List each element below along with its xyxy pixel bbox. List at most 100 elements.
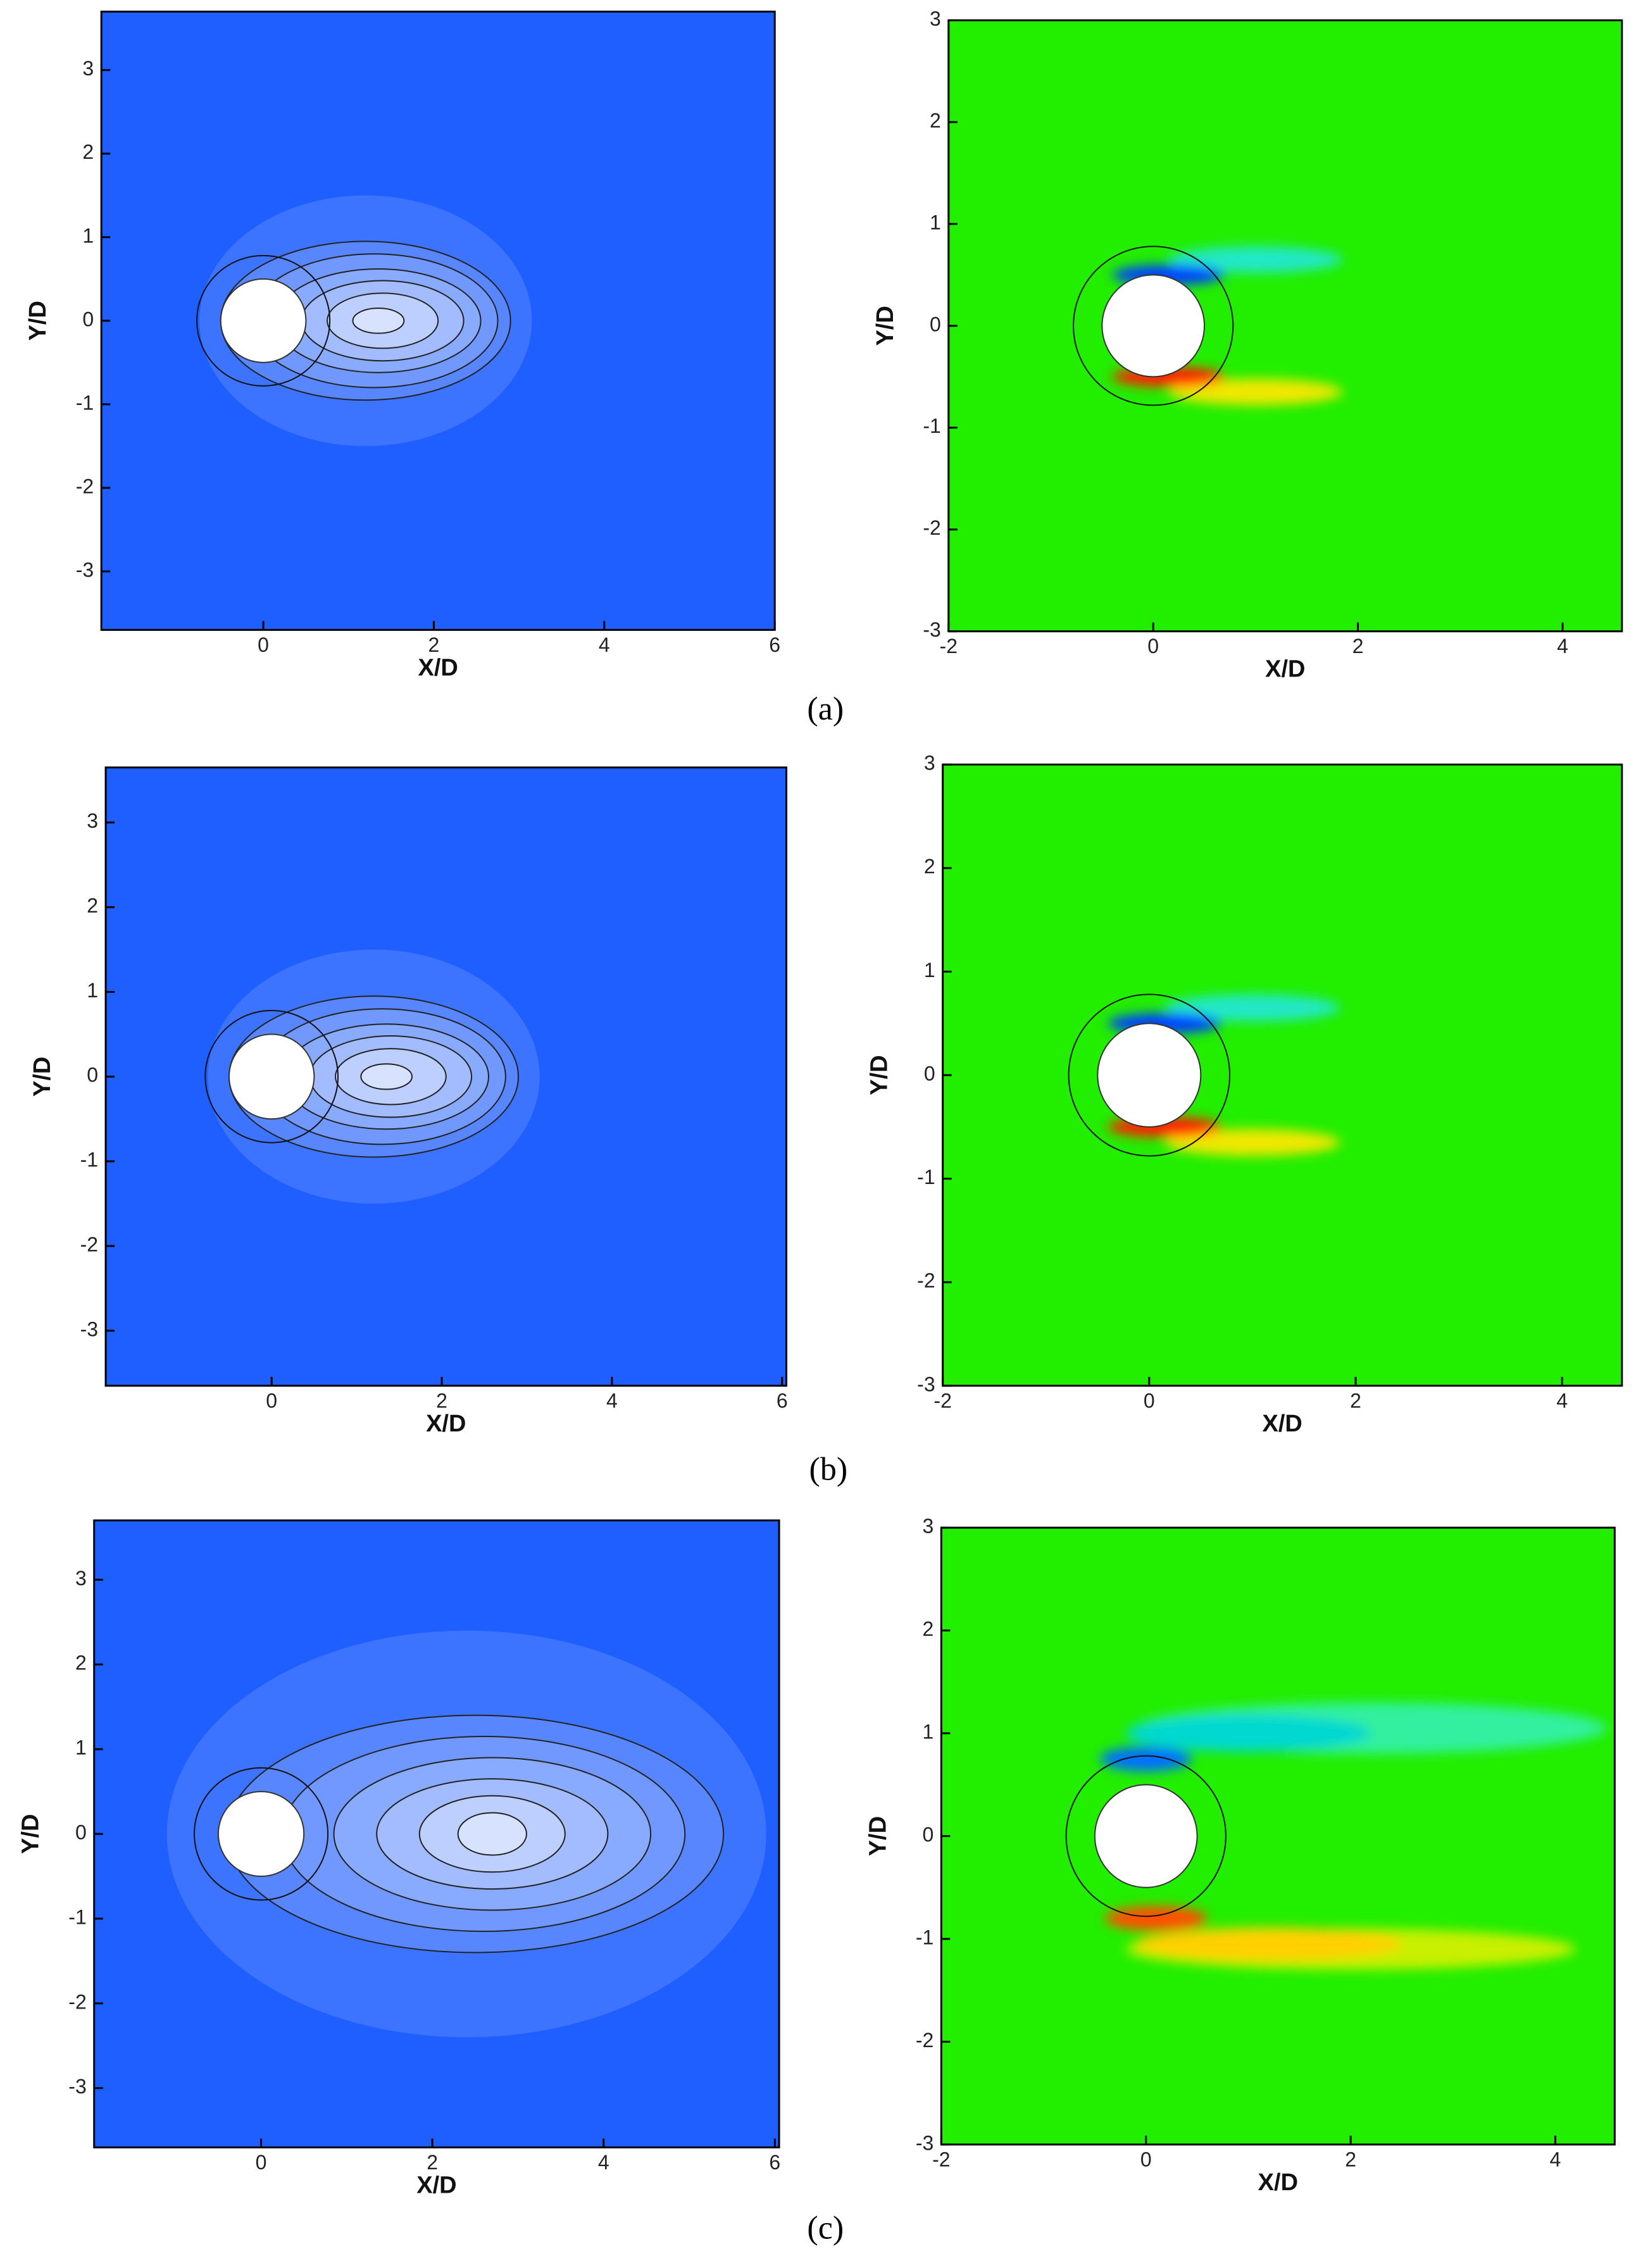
plot-area [101, 11, 775, 630]
contour-region [457, 1812, 527, 1856]
y-axis-label: Y/D [25, 301, 51, 340]
y-tick-label: 1 [930, 211, 941, 234]
y-tick-label: 1 [87, 979, 98, 1002]
y-tick-label: 2 [924, 855, 935, 878]
y-tick-label: -1 [76, 391, 94, 414]
x-axis-label: X/D [1263, 1411, 1302, 1437]
panel-caption: (a) [807, 691, 844, 727]
cylinder [1094, 1784, 1198, 1888]
y-axis-label: Y/D [872, 306, 899, 346]
x-tick-label: 0 [1140, 2148, 1152, 2171]
cylinder [1097, 1023, 1202, 1128]
field-background [941, 1528, 1615, 2145]
y-axis-label: Y/D [29, 1057, 56, 1097]
y-tick-label: -1 [923, 414, 940, 437]
x-tick-label: 4 [606, 1389, 618, 1412]
plot-area [942, 764, 1622, 1386]
y-tick-label: 0 [87, 1064, 98, 1087]
y-tick-label: 2 [87, 894, 98, 917]
x-tick-label: 4 [1550, 2148, 1561, 2171]
x-tick-label: -2 [932, 2148, 950, 2171]
contour-region [1125, 1714, 1371, 1752]
ring [204, 1009, 339, 1143]
y-tick-label: 0 [82, 308, 94, 330]
x-tick-label: 6 [777, 1389, 788, 1412]
x-tick-label: 0 [266, 1389, 277, 1412]
cylinder [217, 1791, 305, 1877]
panel-caption: (b) [809, 1452, 848, 1488]
x-tick-label: 2 [427, 2151, 438, 2174]
x-tick-label: -2 [940, 635, 958, 657]
y-tick-label: 1 [924, 959, 935, 981]
contour-region [352, 308, 405, 334]
y-tick-label: 0 [923, 1823, 934, 1846]
y-tick-label: -3 [76, 558, 94, 581]
y-tick-label: 2 [75, 1652, 87, 1674]
ring [1073, 246, 1234, 406]
y-tick-label: 3 [82, 57, 94, 80]
ring [1068, 994, 1231, 1157]
ring [196, 254, 331, 387]
contour-region [1168, 246, 1343, 273]
x-tick-label: -2 [933, 1389, 951, 1412]
contour-region [1168, 378, 1343, 406]
y-tick-label: 3 [924, 752, 935, 775]
y-tick-label: 0 [75, 1821, 87, 1843]
plot-area [948, 20, 1622, 632]
x-tick-label: 2 [428, 633, 440, 656]
x-tick-label: 0 [256, 2151, 267, 2174]
y-tick-label: -1 [68, 1905, 86, 1928]
plot-area [941, 1528, 1615, 2145]
y-tick-label: 2 [82, 140, 94, 163]
y-tick-label: 1 [75, 1736, 87, 1759]
field-background [942, 764, 1622, 1386]
x-tick-label: 0 [1144, 1389, 1155, 1412]
y-tick-label: 3 [75, 1567, 87, 1590]
y-tick-label: -2 [923, 516, 940, 539]
x-tick-label: 2 [1345, 2148, 1356, 2171]
x-tick-label: 6 [769, 633, 780, 656]
contour-region [1135, 1928, 1402, 1961]
x-tick-label: 2 [1352, 635, 1364, 657]
x-axis-label: X/D [1258, 2169, 1298, 2196]
cylinder [228, 1033, 315, 1120]
x-tick-label: 6 [769, 2151, 780, 2174]
y-tick-label: 2 [930, 109, 941, 132]
ring [194, 1767, 329, 1901]
x-tick-label: 4 [598, 2151, 609, 2174]
y-tick-label: -1 [80, 1149, 98, 1171]
y-tick-label: -3 [68, 2075, 86, 2098]
x-tick-label: 0 [258, 633, 269, 656]
contour-region [1164, 1129, 1340, 1156]
x-tick-label: 4 [1556, 1389, 1568, 1412]
contour-region [1164, 994, 1340, 1021]
y-tick-label: -2 [916, 2029, 933, 2052]
y-tick-label: 1 [82, 224, 94, 247]
contour-region [1099, 1747, 1192, 1772]
x-axis-label: X/D [418, 654, 458, 681]
y-tick-label: 3 [923, 1515, 934, 1538]
ring [1065, 1755, 1227, 1917]
x-tick-label: 0 [1147, 635, 1159, 657]
y-tick-label: 1 [923, 1720, 934, 1743]
x-tick-label: 4 [599, 633, 610, 656]
panel-caption: (c) [807, 2210, 844, 2246]
x-axis-label: X/D [416, 2172, 456, 2198]
contour-region [360, 1063, 413, 1090]
y-tick-label: 3 [930, 7, 941, 30]
y-tick-label: -2 [80, 1233, 98, 1256]
plot-area [106, 767, 787, 1386]
y-axis-label: Y/D [18, 1814, 44, 1854]
y-tick-label: 0 [930, 313, 941, 335]
plot-area [94, 1520, 780, 2148]
cylinder [220, 278, 307, 363]
cylinder [1101, 274, 1206, 378]
y-axis-label: Y/D [865, 1816, 891, 1856]
x-axis-label: X/D [1265, 656, 1305, 683]
x-axis-label: X/D [426, 1411, 466, 1437]
y-tick-label: -2 [917, 1269, 935, 1292]
contour-region [1105, 1905, 1208, 1931]
y-tick-label: -3 [923, 618, 940, 641]
